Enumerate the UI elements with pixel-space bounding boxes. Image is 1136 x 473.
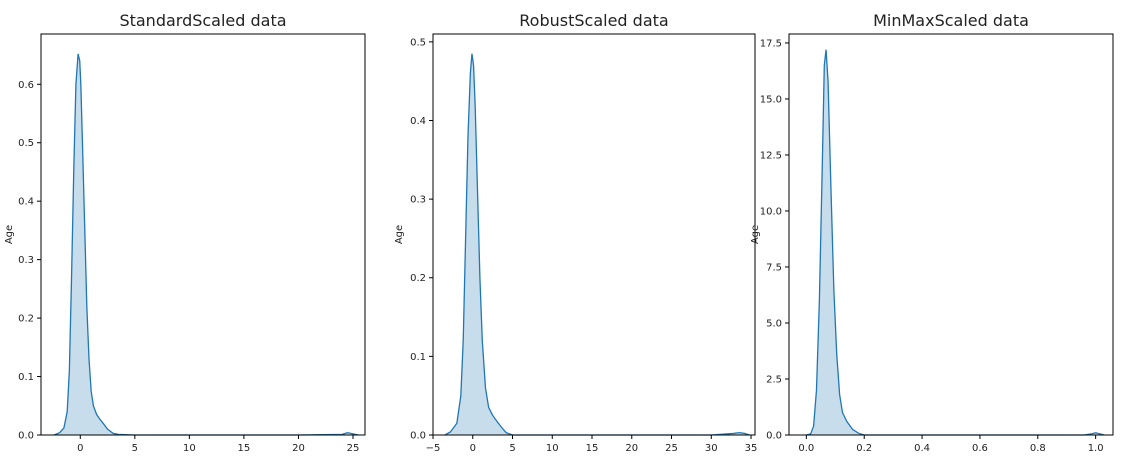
x-tick-label: 0	[470, 443, 476, 454]
x-tick-label: 0.2	[856, 443, 872, 454]
density-line	[806, 49, 1105, 436]
density-area	[54, 53, 359, 436]
y-tick-label: 10.0	[760, 206, 782, 217]
y-tick-label: 0.0	[18, 431, 34, 442]
y-axis-label: Age	[394, 225, 405, 244]
axes-frame	[40, 33, 366, 436]
x-tick-label: 0.6	[972, 443, 988, 454]
chart-panel-1: StandardScaled data 0 5 10 15 20 25 0.0 0.1 0.2 0.…	[4, 11, 366, 454]
y-tick-label: 0.4	[18, 197, 34, 208]
y-tick-label: 0.1	[410, 352, 426, 363]
y-tick-label: 7.5	[766, 262, 782, 273]
y-tick-label: 0.2	[410, 273, 426, 284]
y-tick-label: 12.5	[760, 150, 782, 161]
x-tick-label: 25	[347, 443, 360, 454]
density-area	[806, 49, 1105, 436]
x-tick-label: 25	[665, 443, 678, 454]
chart-title: MinMaxScaled data	[873, 11, 1029, 30]
density-area	[444, 53, 750, 435]
y-tick-label: 15.0	[760, 94, 782, 105]
x-tick-label: 30	[705, 443, 718, 454]
y-tick-label: 0.2	[18, 314, 34, 325]
x-tick-label: 5	[509, 443, 515, 454]
y-tick-label: 0.0	[766, 431, 782, 442]
y-tick-label: 0.5	[410, 37, 426, 48]
y-tick-label: 17.5	[760, 38, 782, 49]
density-line	[444, 53, 750, 436]
x-tick-label: 35	[745, 443, 758, 454]
x-tick-label: 0.4	[914, 443, 930, 454]
density-line	[53, 53, 359, 436]
y-tick-label: 0.3	[18, 255, 34, 266]
chart-panel-2: RobustScaled data −5 0 5 10 15 20 25 30 35 0.0 0.1 0…	[394, 11, 757, 454]
x-tick-label: 1.0	[1088, 443, 1104, 454]
x-tick-label: 10	[183, 443, 196, 454]
axes-frame	[432, 33, 756, 436]
x-tick-label: 20	[625, 443, 638, 454]
y-tick-label: 0.6	[18, 80, 34, 91]
axes-frame	[788, 33, 1114, 436]
x-tick-label: 0	[77, 443, 83, 454]
x-tick-label: 15	[238, 443, 251, 454]
y-tick-label: 0.0	[410, 431, 426, 442]
y-tick-label: 0.3	[410, 195, 426, 206]
x-tick-label: −5	[426, 443, 441, 454]
y-axis-label: Age	[750, 225, 761, 244]
y-tick-label: 5.0	[766, 318, 782, 329]
chart-title: RobustScaled data	[519, 11, 668, 30]
x-tick-label: 0.0	[798, 443, 814, 454]
y-tick-label: 0.5	[18, 138, 34, 149]
x-tick-label: 20	[292, 443, 305, 454]
y-axis-label: Age	[4, 225, 15, 244]
x-tick-label: 10	[546, 443, 559, 454]
x-tick-label: 5	[132, 443, 138, 454]
x-tick-label: 0.8	[1030, 443, 1046, 454]
chart-panel-3: MinMaxScaled data 0.0 0.2 0.4 0.6 0.8 1.0 0.0 2.…	[750, 11, 1114, 454]
y-tick-label: 0.1	[18, 372, 34, 383]
x-tick-label: 15	[586, 443, 599, 454]
chart-title: StandardScaled data	[119, 11, 286, 30]
y-tick-label: 2.5	[766, 374, 782, 385]
y-tick-label: 0.4	[410, 116, 426, 127]
